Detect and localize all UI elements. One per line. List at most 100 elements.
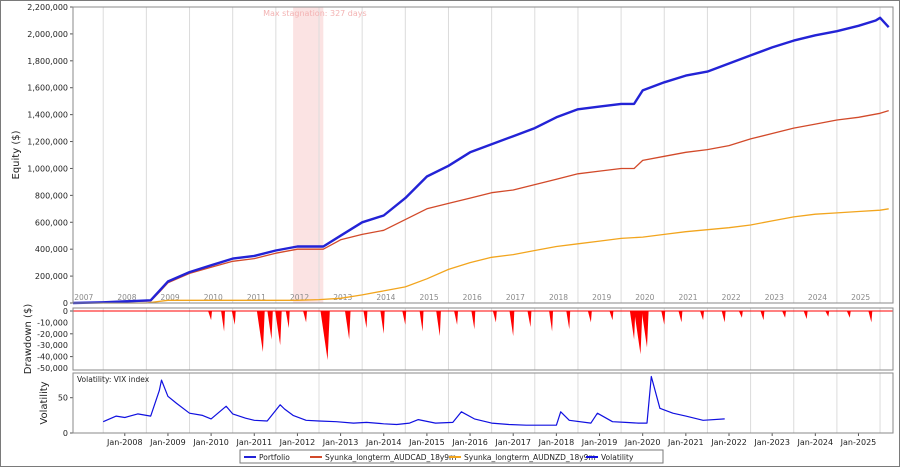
year-label-2021: 2021	[678, 293, 697, 302]
x-tick-label: Jan-2023	[753, 438, 790, 447]
drawdown-y-tick-label: -30,000	[37, 341, 68, 350]
x-tick-label: Jan-2014	[365, 438, 402, 447]
equity-y-tick-label: 400,000	[35, 245, 68, 254]
volatility-lines	[102, 375, 725, 426]
drawdown-bar	[509, 311, 515, 337]
x-tick-label: Jan-2016	[451, 438, 488, 447]
equity-y-ticks: 0 200,000 400,000 600,000 800,000 1,000,000 1,…	[27, 3, 73, 308]
volatility-y-axis-label: Volatility	[39, 381, 50, 424]
drawdown-bar	[380, 311, 385, 334]
drawdown-bar	[402, 311, 407, 325]
equity-series-audcad	[72, 109, 889, 304]
x-tick-label: Jan-2015	[408, 438, 445, 447]
equity-y-axis-label: Equity ($)	[11, 130, 22, 179]
equity-y-tick-label: 1,400,000	[27, 111, 68, 120]
drawdown-bar	[587, 311, 592, 323]
drawdown-grid	[102, 308, 881, 370]
equity-y-tick-label: 200,000	[35, 272, 68, 281]
drawdown-bar	[721, 311, 726, 323]
legend-label-audnzd: Syunka_longterm_AUDNZD_18y9m	[464, 453, 596, 462]
drawdown-bar	[256, 311, 265, 352]
year-label-2015: 2015	[420, 293, 439, 302]
stagnation-annotation: Max stagnation: 327 days	[263, 9, 367, 18]
drawdown-bar	[641, 311, 649, 348]
year-label-2009: 2009	[161, 293, 180, 302]
legend-label-volatility: Volatility	[601, 453, 634, 462]
x-tick-label: Jan-2022	[710, 438, 747, 447]
volatility-legend-title: Volatility: VIX index	[77, 375, 150, 384]
x-tick-label: Jan-2018	[538, 438, 575, 447]
drawdown-bar	[661, 311, 666, 325]
volatility-y-tick-label: 0	[63, 429, 68, 438]
year-label-2025: 2025	[851, 293, 870, 302]
drawdown-bar	[492, 311, 497, 323]
drawdown-y-tick-label: -10,000	[37, 318, 68, 327]
drawdown-bar	[760, 311, 765, 321]
drawdown-bar	[566, 311, 571, 330]
equity-panel: 2007 2008 2009 2010 2011 2012 2013 2014 2015 2016…	[11, 3, 894, 308]
volatility-y-tick-label: 50	[58, 394, 68, 403]
x-tick-label: Jan-2009	[149, 438, 186, 447]
volatility-y-ticks: 0 50	[58, 394, 73, 438]
drawdown-bar	[629, 311, 636, 340]
drawdown-bar	[345, 311, 351, 340]
equity-series-audnzd	[73, 208, 889, 304]
year-label-2016: 2016	[463, 293, 482, 302]
x-axis-ticks: Jan-2008 Jan-2009 Jan-2010 Jan-2011 Jan-2012…	[106, 433, 876, 447]
equity-y-tick-label: 800,000	[35, 191, 68, 200]
year-label-2011: 2011	[247, 293, 266, 302]
x-tick-label: Jan-2012	[279, 438, 316, 447]
drawdown-y-tick-label: 0	[63, 307, 68, 316]
drawdown-bar	[267, 311, 273, 340]
drawdown-bar	[363, 311, 368, 329]
x-tick-label: Jan-2025	[840, 438, 877, 447]
drawdown-y-ticks: 0 -20,000 -40,000 -10,000 -30,000 -50,000	[37, 307, 73, 373]
drawdown-bar	[471, 311, 476, 330]
chart-legend: Portfolio Syunka_longterm_AUDCAD_18y9m Syu…	[239, 449, 664, 464]
equity-y-tick-label: 1,000,000	[27, 164, 68, 173]
equity-lines	[72, 16, 890, 305]
year-label-2022: 2022	[722, 293, 741, 302]
year-label-2014: 2014	[376, 293, 395, 302]
drawdown-bar	[825, 311, 830, 317]
x-tick-label: Jan-2010	[192, 438, 229, 447]
x-tick-label: Jan-2019	[581, 438, 618, 447]
year-label-2012: 2012	[290, 293, 309, 302]
drawdown-bar	[868, 311, 873, 323]
legend-label-audcad: Syunka_longterm_AUDCAD_18y9m	[325, 453, 456, 462]
equity-y-tick-label: 600,000	[35, 218, 68, 227]
drawdown-bar	[678, 311, 683, 323]
year-label-2008: 2008	[117, 293, 136, 302]
drawdown-bar	[527, 311, 532, 327]
drawdown-bar	[436, 311, 441, 337]
drawdown-panel: 0 -20,000 -40,000 -10,000 -30,000 -50,000 Dra…	[23, 304, 894, 375]
x-tick-label: Jan-2013	[322, 438, 359, 447]
year-label-2020: 2020	[635, 293, 654, 302]
drawdown-bar	[738, 311, 743, 318]
x-tick-label: Jan-2024	[797, 438, 834, 447]
x-tick-label: Jan-2017	[494, 438, 531, 447]
x-tick-label: Jan-2020	[624, 438, 661, 447]
drawdown-y-axis-label: Drawdown ($)	[23, 304, 34, 375]
drawdown-bar	[454, 311, 458, 325]
x-tick-label: Jan-2011	[235, 438, 272, 447]
drawdown-plot-frame	[72, 307, 894, 371]
drawdown-bar	[782, 311, 786, 318]
equity-y-tick-label: 2,000,000	[27, 30, 68, 39]
drawdown-bar	[803, 311, 808, 319]
drawdown-bar	[320, 311, 330, 360]
year-label-2023: 2023	[765, 293, 784, 302]
drawdown-bar	[221, 311, 225, 332]
drawdown-bar	[549, 311, 553, 332]
drawdown-y-tick-label: -20,000	[37, 330, 68, 339]
year-label-2024: 2024	[808, 293, 827, 302]
legend-label-portfolio: Portfolio	[259, 453, 290, 462]
x-tick-label: Jan-2021	[667, 438, 704, 447]
volatility-grid	[102, 373, 881, 433]
year-label-2017: 2017	[506, 293, 525, 302]
volatility-panel: Volatility: VIX index 050 Jan-2008 Jan-20…	[39, 372, 894, 447]
volatility-plot-frame	[72, 372, 894, 434]
drawdown-bar	[231, 311, 236, 325]
